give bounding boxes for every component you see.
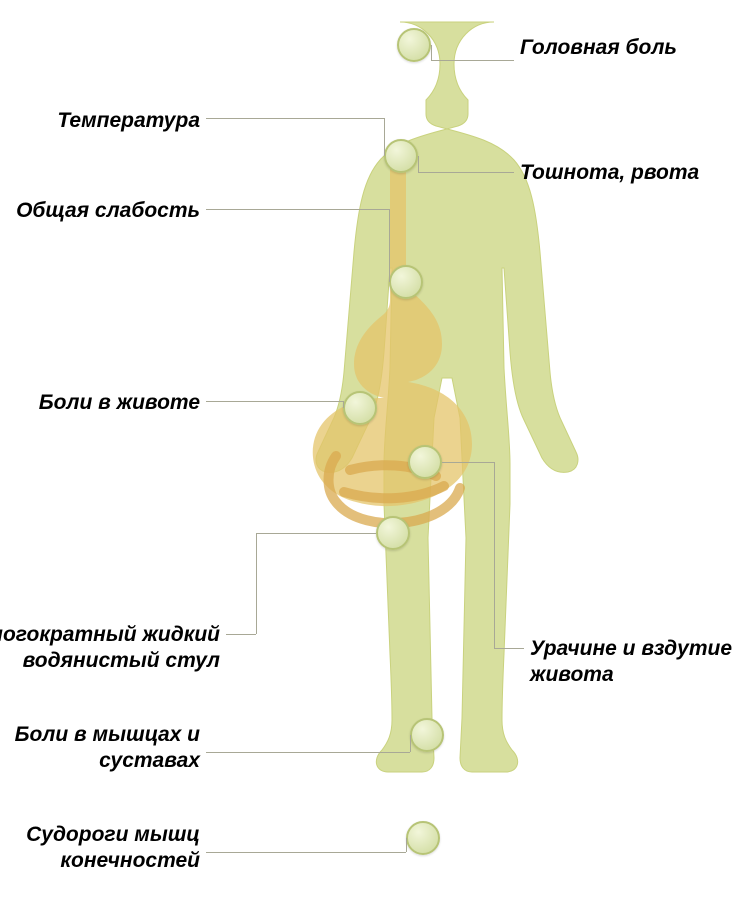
leader-line <box>389 209 390 282</box>
label-stool: Многократный жидкий водянистый стул <box>0 622 220 675</box>
label-temperature: Температура <box>57 108 200 134</box>
leader-line <box>494 462 495 648</box>
leader-line <box>431 45 432 60</box>
marker-head <box>397 28 431 62</box>
diagram-canvas: Температура Общая слабость Боли в животе Мн… <box>0 0 750 913</box>
leader-line <box>406 838 407 852</box>
leader-line <box>256 533 257 634</box>
label-weakness: Общая слабость <box>16 198 200 224</box>
label-headache: Головная боль <box>520 35 677 61</box>
leader-line <box>206 852 406 853</box>
label-muscle_pain: Боли в мышцах и суставах <box>15 722 200 775</box>
label-belly_pain: Боли в животе <box>39 390 200 416</box>
leader-line <box>418 172 514 173</box>
marker-abdomen_r <box>408 445 442 479</box>
leader-line <box>206 209 389 210</box>
marker-pelvis <box>376 516 410 550</box>
marker-knee <box>410 718 444 752</box>
leader-line <box>410 735 411 752</box>
leader-line <box>343 401 344 408</box>
leader-line <box>494 648 524 649</box>
label-bloat: Урачине и вздутие живота <box>530 636 732 689</box>
leader-line <box>206 752 410 753</box>
marker-stomach <box>343 391 377 425</box>
label-cramps: Судороги мышц конечностей <box>26 822 200 875</box>
marker-throat <box>384 139 418 173</box>
marker-chest <box>389 265 423 299</box>
leader-line <box>384 118 385 156</box>
leader-line <box>226 634 256 635</box>
human-body-figure <box>0 0 750 913</box>
leader-line <box>256 533 376 534</box>
leader-line <box>206 401 343 402</box>
leader-line <box>431 60 514 61</box>
leader-line <box>442 462 494 463</box>
leader-line <box>206 118 384 119</box>
label-nausea: Тошнота, рвота <box>520 160 699 186</box>
leader-line <box>418 156 419 172</box>
marker-ankle <box>406 821 440 855</box>
